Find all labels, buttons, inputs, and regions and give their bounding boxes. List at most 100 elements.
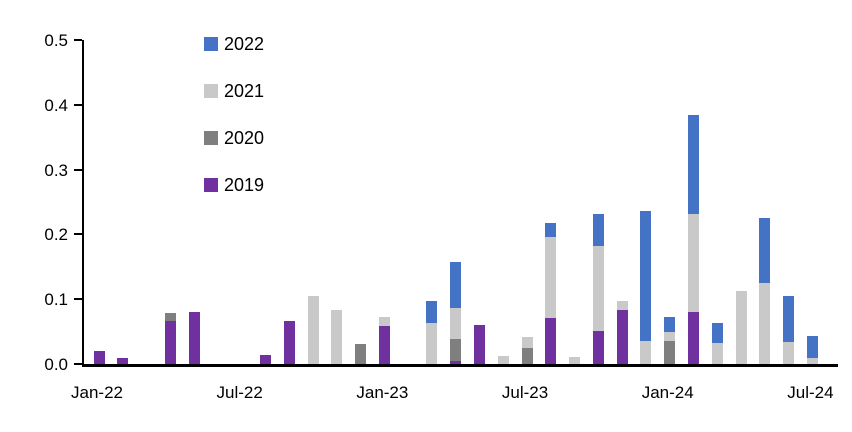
bar-segment-2021 xyxy=(711,343,723,364)
bar-segment-2021 xyxy=(569,356,581,364)
y-axis-tick xyxy=(74,103,82,106)
bar-segment-2022 xyxy=(759,217,771,283)
legend-item-2020: 2020 xyxy=(204,128,265,148)
x-tick-label: Jan-24 xyxy=(641,383,694,402)
bar-segment-2021 xyxy=(545,237,557,318)
bar-Dec-23 xyxy=(640,211,652,364)
y-axis-tick xyxy=(74,168,82,171)
bar-segment-2022 xyxy=(592,213,604,247)
bar-segment-2019 xyxy=(188,312,200,364)
bar-segment-2021 xyxy=(664,332,676,342)
bar-segment-2019 xyxy=(117,357,129,364)
bar-segment-2020 xyxy=(164,312,176,322)
bar-Jul-24 xyxy=(806,335,818,364)
legend-item-2022: 2022 xyxy=(204,35,264,53)
bar-Jan-23 xyxy=(378,317,390,364)
y-tick-label: 0.3 xyxy=(44,160,68,180)
bar-Mar-24 xyxy=(711,322,723,364)
bar-segment-2022 xyxy=(806,335,818,359)
y-axis-tick xyxy=(74,363,82,365)
bar-segment-2021 xyxy=(783,342,795,364)
x-tick-label: Jul-23 xyxy=(501,383,549,402)
x-tick-label: Jan-23 xyxy=(356,383,409,402)
y-tick-label: 0.1 xyxy=(44,290,68,310)
x-tick-label: Jul-22 xyxy=(216,383,263,402)
legend-swatch-2022 xyxy=(204,37,218,51)
legend-item-2021: 2021 xyxy=(204,81,265,101)
bar-segment-2021 xyxy=(426,322,438,364)
bar-Nov-23 xyxy=(616,300,628,364)
bar-Jan-24 xyxy=(664,316,676,364)
bar-segment-2021 xyxy=(331,309,343,364)
bar-segment-2022 xyxy=(783,296,795,342)
bar-segment-2019 xyxy=(592,331,604,364)
bar-segment-2019 xyxy=(283,321,295,364)
bar-segment-2021 xyxy=(592,246,604,331)
bar-segment-2022 xyxy=(450,261,462,308)
x-tick-label: Jul-24 xyxy=(787,383,834,402)
legend-label-2021: 2021 xyxy=(224,81,265,101)
bar-Sep-22 xyxy=(283,321,295,364)
bar-segment-2021 xyxy=(497,356,509,364)
legend-item-2019: 2019 xyxy=(204,175,265,195)
bar-Jun-23 xyxy=(497,356,509,364)
bar-Apr-23 xyxy=(450,261,462,364)
bar-segment-2019 xyxy=(378,325,390,364)
legend-swatch-2019 xyxy=(204,178,218,192)
plot-area xyxy=(82,40,838,367)
bar-Oct-22 xyxy=(307,296,319,364)
bar-Apr-24 xyxy=(735,291,747,364)
bar-segment-2021 xyxy=(378,317,390,326)
bar-segment-2020 xyxy=(664,341,676,364)
bar-Apr-22 xyxy=(164,312,176,364)
bar-May-23 xyxy=(473,325,485,364)
bar-segment-2019 xyxy=(616,310,628,364)
y-axis-tick xyxy=(74,233,82,236)
bar-segment-2019 xyxy=(93,351,105,364)
bar-Jun-24 xyxy=(783,296,795,364)
bar-segment-2021 xyxy=(450,307,462,339)
bar-Feb-22 xyxy=(117,357,129,364)
bar-segment-2022 xyxy=(426,300,438,323)
bar-segment-2020 xyxy=(521,347,533,364)
bar-segment-2022 xyxy=(545,223,557,237)
bar-segment-2019 xyxy=(473,325,485,364)
bar-Aug-22 xyxy=(259,354,271,364)
bar-Mar-23 xyxy=(426,300,438,364)
x-tick-label: Jan-22 xyxy=(71,383,123,402)
bar-segment-2019 xyxy=(259,354,271,364)
bar-segment-2019 xyxy=(688,312,699,364)
bar-segment-2021 xyxy=(307,296,319,364)
bar-segment-2019 xyxy=(164,321,176,364)
legend-label-2019: 2019 xyxy=(224,175,265,195)
bar-segment-2021 xyxy=(521,337,533,348)
bar-segment-2019 xyxy=(450,360,462,364)
bar-segment-2021 xyxy=(616,300,628,311)
bar-Jan-22 xyxy=(93,351,105,364)
legend-label-2020: 2020 xyxy=(224,128,265,148)
y-tick-label: 0.4 xyxy=(44,95,68,115)
bar-segment-2021 xyxy=(688,214,699,313)
bar-segment-2019 xyxy=(545,318,557,364)
bar-Feb-24 xyxy=(688,114,699,364)
y-axis-tick xyxy=(74,39,82,41)
bar-segment-2022 xyxy=(711,322,723,344)
bar-segment-2022 xyxy=(664,316,676,333)
bar-Sep-23 xyxy=(569,356,581,364)
bar-segment-2021 xyxy=(759,283,771,364)
y-tick-label: 0.2 xyxy=(44,225,68,245)
bar-May-24 xyxy=(759,217,771,364)
bar-segment-2021 xyxy=(806,358,818,364)
legend-swatch-2020 xyxy=(204,131,218,145)
bar-Dec-22 xyxy=(355,343,367,364)
bar-segment-2020 xyxy=(355,343,367,364)
y-tick-label: 0.0 xyxy=(44,355,68,374)
bar-segment-2022 xyxy=(640,211,652,342)
bar-Oct-23 xyxy=(592,213,604,364)
bar-Jul-23 xyxy=(521,337,533,364)
legend-swatch-2021 xyxy=(204,84,218,98)
bar-Nov-22 xyxy=(331,309,343,364)
bar-segment-2020 xyxy=(450,338,462,361)
bar-Aug-23 xyxy=(545,223,557,364)
